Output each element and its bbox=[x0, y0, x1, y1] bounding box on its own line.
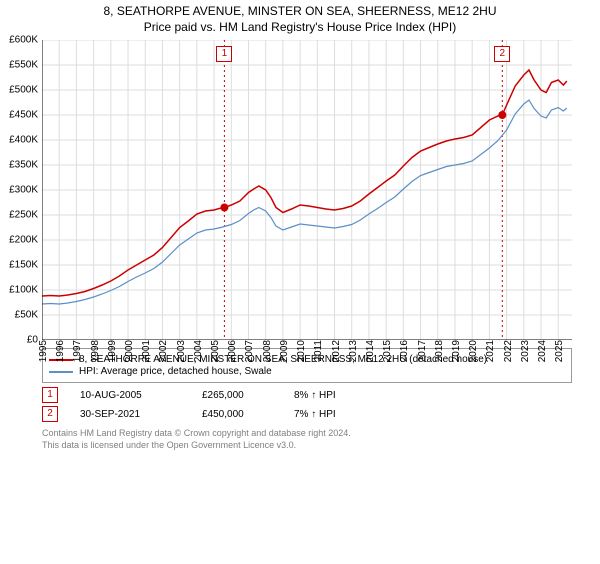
x-axis-label: 2001 bbox=[141, 340, 152, 362]
y-axis-label: £0 bbox=[27, 335, 38, 346]
x-axis-label: 2025 bbox=[554, 340, 565, 362]
x-axis-label: 2003 bbox=[176, 340, 187, 362]
y-axis-label: £50K bbox=[15, 310, 38, 321]
y-axis-label: £200K bbox=[9, 235, 38, 246]
transaction-row: 2 30-SEP-2021 £450,000 7% ↑ HPI bbox=[42, 406, 572, 422]
transaction-row: 1 10-AUG-2005 £265,000 8% ↑ HPI bbox=[42, 387, 572, 403]
x-axis-label: 2023 bbox=[520, 340, 531, 362]
transaction-price: £265,000 bbox=[202, 390, 272, 401]
x-axis-label: 1998 bbox=[90, 340, 101, 362]
x-axis-label: 2020 bbox=[468, 340, 479, 362]
legend-swatch bbox=[49, 371, 73, 373]
x-axis-label: 1999 bbox=[107, 340, 118, 362]
footer-line-1: Contains HM Land Registry data © Crown c… bbox=[42, 428, 572, 440]
y-axis-label: £350K bbox=[9, 160, 38, 171]
transaction-row-marker: 2 bbox=[42, 406, 58, 422]
transaction-date: 30-SEP-2021 bbox=[80, 409, 180, 420]
x-axis-label: 2004 bbox=[193, 340, 204, 362]
x-axis-label: 2009 bbox=[279, 340, 290, 362]
transaction-row-marker: 1 bbox=[42, 387, 58, 403]
x-axis-label: 2008 bbox=[262, 340, 273, 362]
transaction-marker: 1 bbox=[216, 46, 232, 62]
chart-svg bbox=[42, 40, 572, 340]
x-axis-label: 2015 bbox=[382, 340, 393, 362]
y-axis-label: £550K bbox=[9, 60, 38, 71]
x-axis-label: 1995 bbox=[38, 340, 49, 362]
transaction-price: £450,000 bbox=[202, 409, 272, 420]
x-axis-label: 2012 bbox=[331, 340, 342, 362]
x-axis-label: 2000 bbox=[124, 340, 135, 362]
legend-label: HPI: Average price, detached house, Swal… bbox=[79, 366, 272, 377]
chart-area: £0£50K£100K£150K£200K£250K£300K£350K£400… bbox=[42, 40, 572, 340]
x-axis-label: 2024 bbox=[537, 340, 548, 362]
x-axis-label: 2005 bbox=[210, 340, 221, 362]
transaction-delta: 8% ↑ HPI bbox=[294, 390, 336, 401]
y-axis-label: £250K bbox=[9, 210, 38, 221]
footer-attribution: Contains HM Land Registry data © Crown c… bbox=[42, 428, 572, 451]
x-axis-label: 2010 bbox=[296, 340, 307, 362]
x-axis-label: 2018 bbox=[434, 340, 445, 362]
transaction-table: 1 10-AUG-2005 £265,000 8% ↑ HPI 2 30-SEP-2021… bbox=[42, 387, 572, 422]
y-axis-label: £100K bbox=[9, 285, 38, 296]
y-axis-label: £600K bbox=[9, 35, 38, 46]
x-axis-label: 2014 bbox=[365, 340, 376, 362]
y-axis-label: £450K bbox=[9, 110, 38, 121]
x-axis-label: 2017 bbox=[417, 340, 428, 362]
x-axis-label: 2016 bbox=[399, 340, 410, 362]
transaction-date: 10-AUG-2005 bbox=[80, 390, 180, 401]
x-axis-label: 2013 bbox=[348, 340, 359, 362]
x-axis-label: 1997 bbox=[72, 340, 83, 362]
page-title: 8, SEATHORPE AVENUE, MINSTER ON SEA, SHE… bbox=[0, 4, 600, 18]
x-axis-label: 2021 bbox=[485, 340, 496, 362]
y-axis-label: £500K bbox=[9, 85, 38, 96]
transaction-delta: 7% ↑ HPI bbox=[294, 409, 336, 420]
x-axis-label: 2006 bbox=[227, 340, 238, 362]
page-subtitle: Price paid vs. HM Land Registry's House … bbox=[0, 20, 600, 34]
x-axis-label: 2011 bbox=[313, 340, 324, 362]
footer-line-2: This data is licensed under the Open Gov… bbox=[42, 440, 572, 452]
y-axis-label: £400K bbox=[9, 135, 38, 146]
x-axis-label: 2019 bbox=[451, 340, 462, 362]
x-axis-label: 2002 bbox=[158, 340, 169, 362]
x-axis-label: 1996 bbox=[55, 340, 66, 362]
legend-item: HPI: Average price, detached house, Swal… bbox=[49, 366, 565, 377]
y-axis-label: £150K bbox=[9, 260, 38, 271]
x-axis-label: 2022 bbox=[503, 340, 514, 362]
x-axis-label: 2007 bbox=[244, 340, 255, 362]
transaction-marker: 2 bbox=[494, 46, 510, 62]
y-axis-label: £300K bbox=[9, 185, 38, 196]
